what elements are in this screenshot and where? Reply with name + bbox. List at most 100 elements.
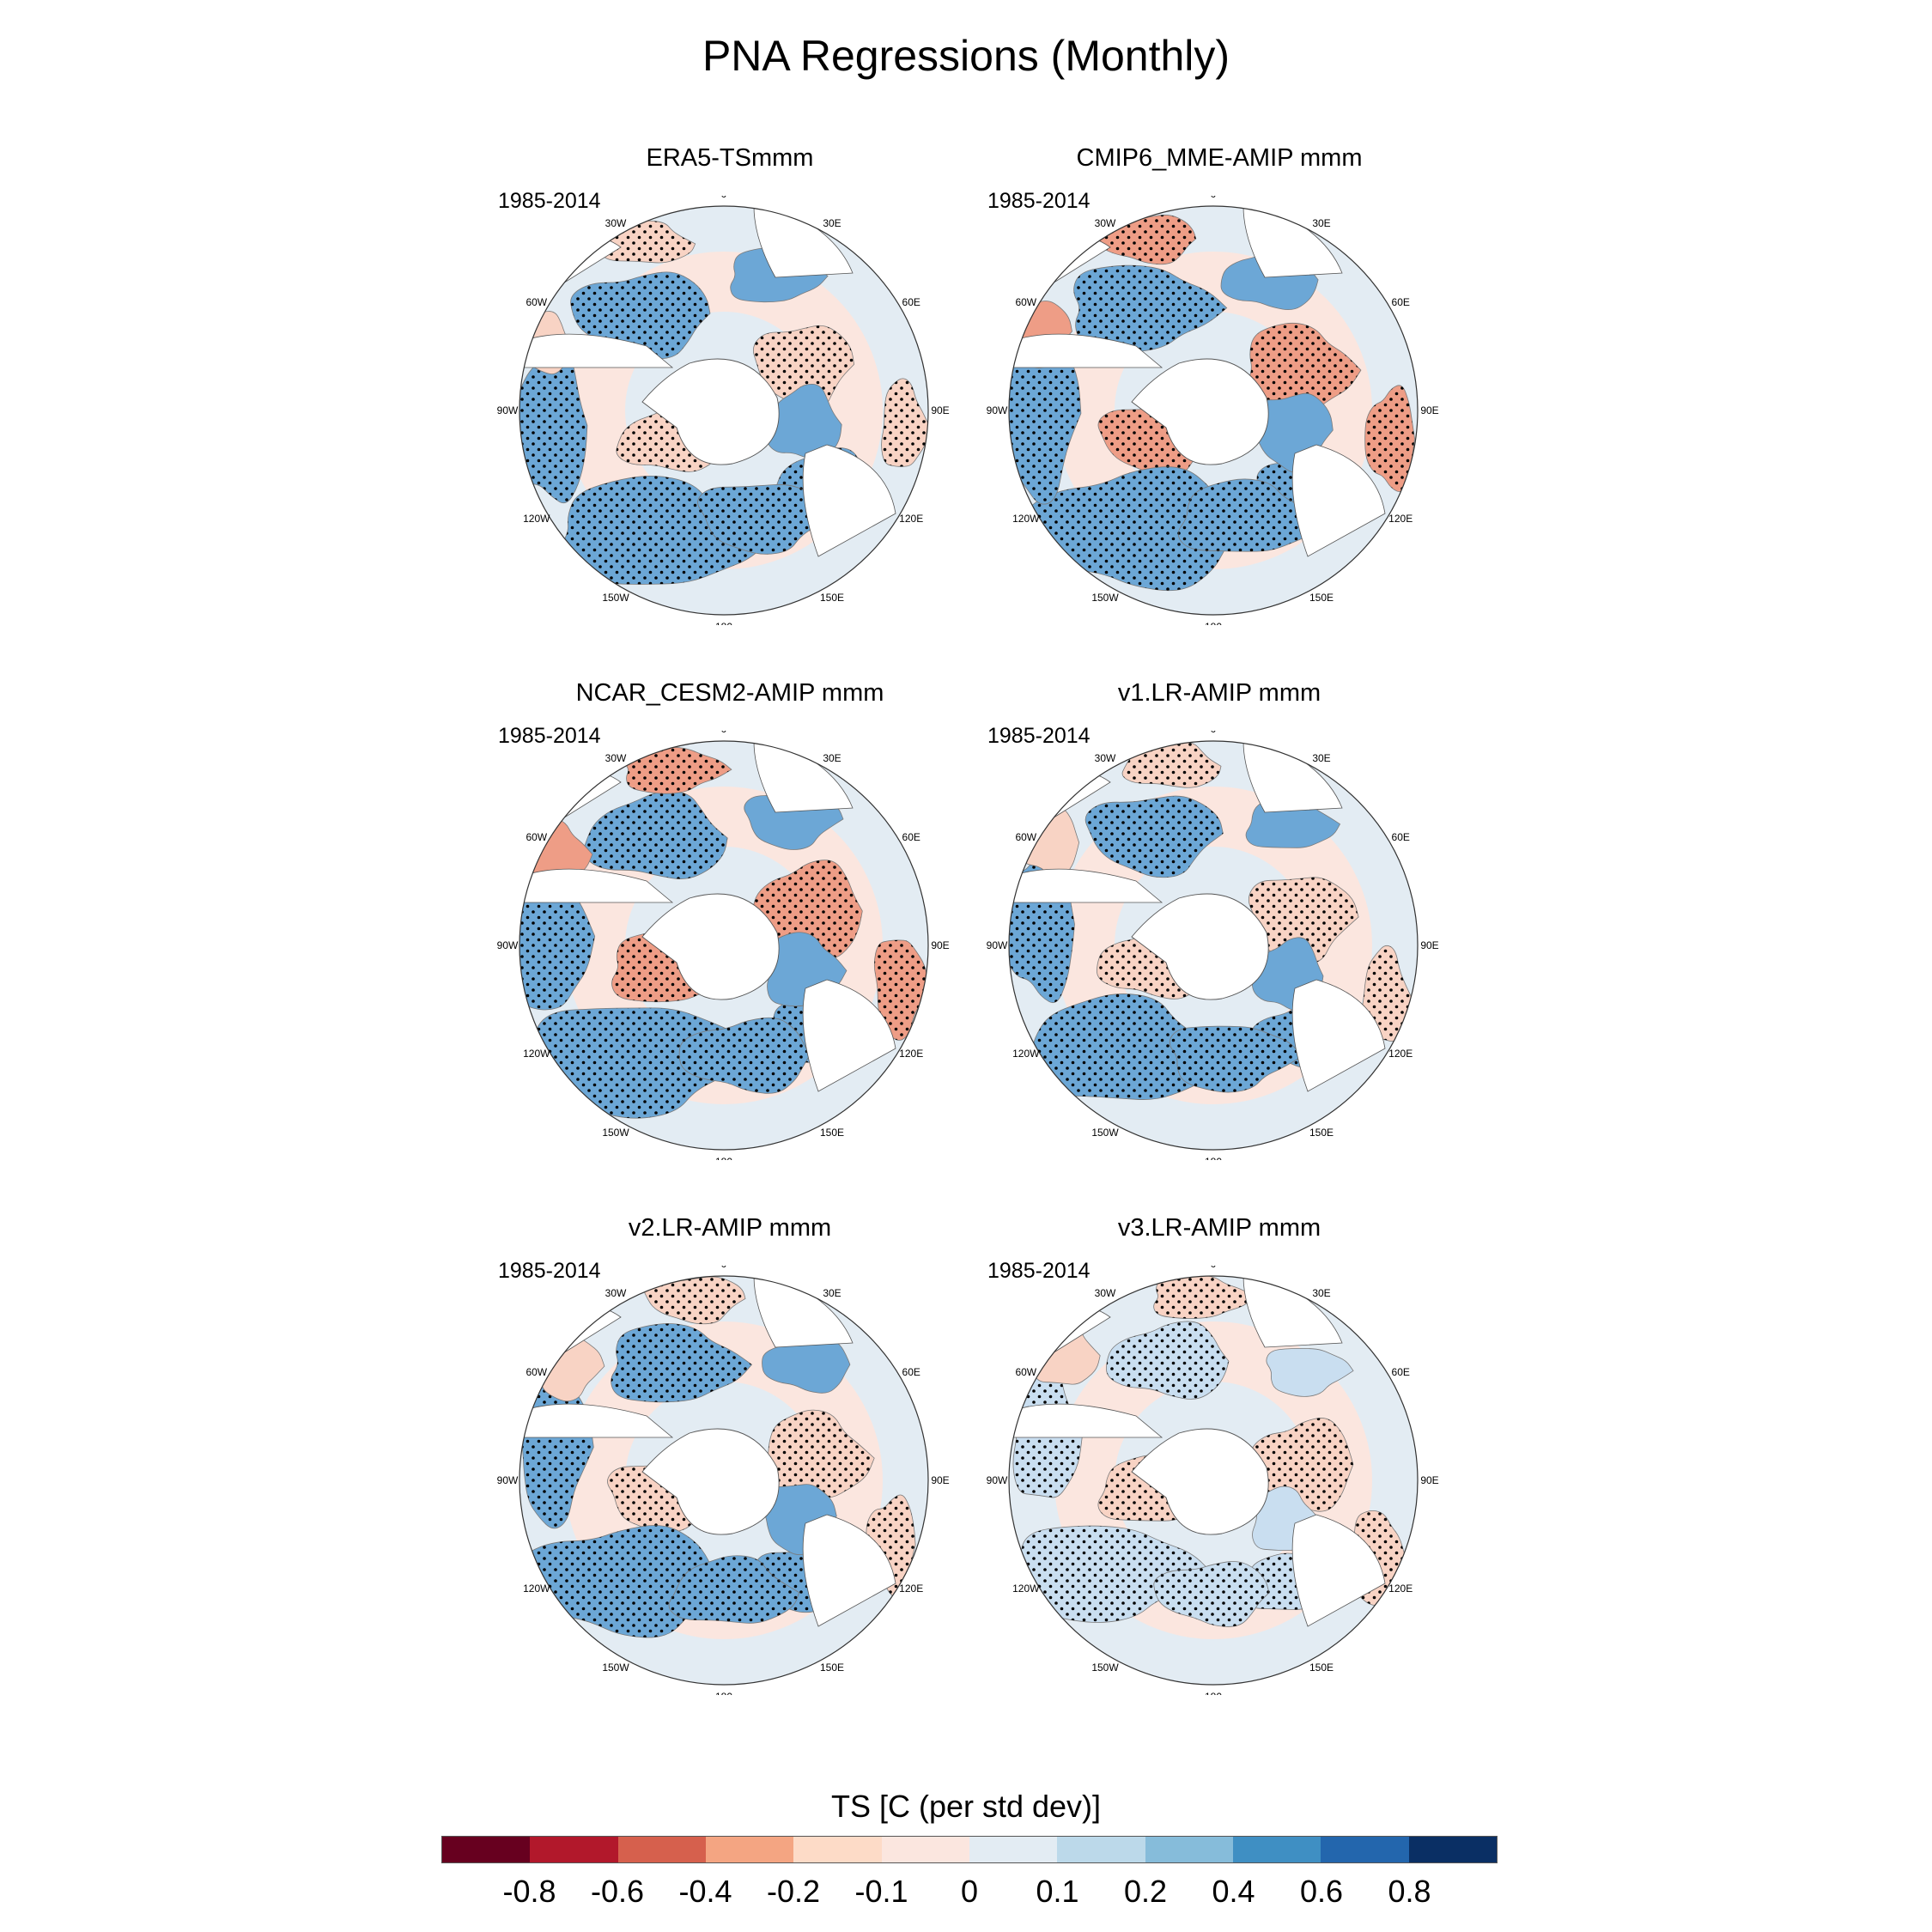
colorbar-title: TS [C (per std dev)]: [830, 1789, 1102, 1824]
longitude-label: 0: [1211, 196, 1217, 200]
significance-stippling: [1022, 466, 1235, 591]
significance-stippling: [1021, 1526, 1212, 1623]
colorbar-box-7: [1057, 1837, 1145, 1862]
panel-title: v2.LR-AMIP mmm: [628, 1214, 832, 1242]
colorbar-box-8: [1145, 1837, 1233, 1862]
longitude-label: 30W: [1095, 217, 1116, 229]
panel-title: CMIP6_MME-AMIP mmm: [1076, 144, 1363, 172]
colorbar-tick-label: -0.8: [502, 1874, 556, 1909]
map-panel-v1-lr: v1.LR-AMIP mmm 1985-2014 0 30E 60E 90E 120E 1…: [953, 679, 1485, 1186]
significance-stippling: [881, 378, 928, 467]
continent-landmass: [802, 1514, 896, 1627]
longitude-label: 30E: [823, 752, 841, 764]
colorbar-tick-label: 0.6: [1299, 1874, 1344, 1909]
longitude-label: 30W: [1095, 752, 1116, 764]
longitude-label: 120E: [899, 1583, 923, 1595]
antarctica-landmass: [641, 1428, 780, 1535]
antarctica-landmass: [641, 893, 780, 1000]
continent-landmass: [802, 979, 896, 1092]
longitude-label: 30E: [1312, 1287, 1330, 1299]
significance-stippling: [753, 325, 854, 410]
panel-title: NCAR_CESM2-AMIP mmm: [575, 679, 884, 707]
longitude-label: 120W: [523, 1583, 550, 1595]
significance-stippling: [1085, 796, 1224, 878]
map-panel-v2-lr: v2.LR-AMIP mmm 1985-2014 0 30E 60E 90E 120E 1…: [464, 1214, 996, 1721]
significance-stippling: [611, 1323, 752, 1402]
colorbar-tick-label: 0: [960, 1874, 979, 1909]
colorbar-tick-label: -0.4: [678, 1874, 732, 1909]
map-panel-ncar-cesm2: NCAR_CESM2-AMIP mmm 1985-2014 0 30E 60E 90E…: [464, 679, 996, 1186]
significance-stippling: [874, 939, 928, 1041]
colorbar-box-1: [530, 1837, 618, 1862]
longitude-label: 60E: [1392, 831, 1410, 843]
longitude-label: 180: [1205, 1156, 1222, 1160]
polar-map: 0 30E 60E 90E 120E 150E 180 150W 120W 90W 60W 30W: [987, 731, 1439, 1160]
colorbar-box-2: [617, 1837, 706, 1862]
longitude-label: 90W: [987, 1474, 1008, 1486]
longitude-label: 60W: [1015, 1366, 1036, 1378]
significance-stippling: [556, 476, 771, 585]
continent-landmass: [1291, 1514, 1386, 1627]
antarctica-landmass: [1131, 893, 1269, 1000]
longitude-label: 150E: [1309, 592, 1334, 604]
continent-landmass: [519, 333, 674, 368]
panel-title: ERA5-TSmmm: [646, 144, 814, 172]
significance-stippling: [1249, 877, 1359, 965]
map-panel-v3-lr: v3.LR-AMIP mmm 1985-2014 0 30E 60E 90E 120E 1…: [953, 1214, 1485, 1721]
significance-stippling: [1009, 337, 1081, 505]
longitude-label: 150W: [1091, 1662, 1119, 1674]
significance-stippling: [761, 1410, 875, 1498]
colorbar-box-4: [793, 1837, 882, 1862]
longitude-label: 30W: [605, 1287, 627, 1299]
panel-period: 1985-2014: [987, 724, 1091, 748]
continent-landmass: [1009, 333, 1163, 368]
longitude-label: 60W: [526, 831, 547, 843]
longitude-label: 150W: [1091, 592, 1119, 604]
longitude-label: 150W: [602, 1662, 629, 1674]
longitude-label: 90E: [1420, 404, 1438, 416]
longitude-label: 90E: [931, 939, 949, 951]
significance-stippling: [1361, 945, 1413, 1042]
longitude-label: 30E: [1312, 752, 1330, 764]
colorbar-tick-label: -0.6: [590, 1874, 645, 1909]
longitude-label: 60E: [902, 1366, 920, 1378]
panel-period: 1985-2014: [987, 1259, 1091, 1283]
longitude-label: 180: [715, 1156, 732, 1160]
longitude-label: 60E: [1392, 1366, 1410, 1378]
map-panel-era5: ERA5-TSmmm 1985-2014 0 30E 60E 90E 120E 150E 1…: [464, 144, 996, 651]
longitude-label: 60W: [1015, 296, 1036, 308]
map-boundary: [519, 740, 929, 1151]
longitude-label: 30W: [1095, 1287, 1116, 1299]
polar-map: 0 30E 60E 90E 120E 150E 180 150W 120W 90W 60W 30W: [987, 1266, 1439, 1695]
significance-stippling: [1178, 478, 1323, 552]
significance-stippling: [1122, 741, 1221, 788]
significance-stippling: [519, 1525, 715, 1637]
significance-stippling: [1153, 1561, 1269, 1627]
longitude-label: 30E: [823, 1287, 841, 1299]
colorbar-box-11: [1408, 1837, 1497, 1862]
continent-landmass: [519, 868, 674, 903]
colorbar-tick-label: 0.8: [1388, 1874, 1431, 1909]
longitude-label: 150W: [602, 1127, 629, 1139]
longitude-label: 120E: [899, 1048, 923, 1060]
longitude-label: 120E: [899, 513, 923, 525]
polar-map: 0 30E 60E 90E 120E 150E 180 150W 120W 90W 60W 30W: [497, 731, 950, 1160]
longitude-label: 90E: [931, 1474, 949, 1486]
longitude-label: 90E: [931, 404, 949, 416]
longitude-label: 150W: [1091, 1127, 1119, 1139]
significance-stippling: [669, 1555, 799, 1624]
longitude-label: 0: [721, 1266, 727, 1270]
field-layer: [519, 206, 928, 615]
longitude-label: 180: [715, 1691, 732, 1695]
field-layer: [519, 1276, 928, 1685]
continent-landmass: [1009, 1403, 1163, 1438]
longitude-label: 0: [1211, 731, 1217, 735]
longitude-label: 150E: [1309, 1127, 1334, 1139]
figure-title: PNA Regressions (Monthly): [702, 32, 1230, 80]
map-boundary: [519, 1275, 929, 1686]
significance-stippling: [1106, 1321, 1229, 1400]
continent-landmass: [802, 444, 896, 557]
longitude-label: 150E: [1309, 1662, 1334, 1674]
longitude-label: 180: [1205, 621, 1222, 625]
significance-stippling: [1153, 1276, 1255, 1319]
